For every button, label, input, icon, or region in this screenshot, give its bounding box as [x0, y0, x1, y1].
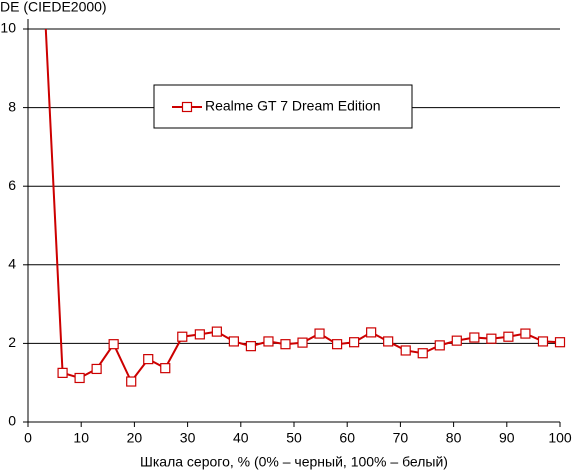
marker — [349, 337, 360, 348]
marker — [503, 331, 514, 342]
x-tick-label: 60 — [339, 430, 355, 446]
marker — [537, 336, 549, 347]
y-tick-label: 4 — [8, 256, 16, 272]
marker — [400, 345, 411, 356]
x-tick-label: 100 — [548, 430, 572, 446]
marker — [126, 376, 137, 387]
marker — [469, 332, 480, 343]
marker — [263, 336, 274, 347]
marker — [177, 331, 188, 342]
marker — [108, 339, 119, 350]
marker — [383, 336, 394, 347]
marker — [417, 348, 428, 359]
marker — [366, 327, 377, 338]
line — [44, 29, 561, 384]
y-tick-label: 8 — [8, 98, 16, 114]
marker — [554, 337, 566, 348]
x-tick-label: 90 — [499, 430, 515, 446]
marker — [74, 372, 85, 384]
plot — [44, 29, 566, 387]
x-tick-label: 40 — [233, 430, 249, 446]
chart-title: DE (CIEDE2000) — [0, 0, 107, 15]
x-tick-label: 70 — [393, 430, 409, 446]
legend-marker — [181, 101, 193, 113]
marker — [297, 337, 308, 348]
x-tick-label: 50 — [286, 430, 302, 446]
marker — [228, 336, 239, 347]
marker — [280, 339, 291, 350]
marker — [486, 333, 497, 344]
marker — [91, 363, 102, 375]
marker — [194, 329, 205, 340]
x-axis-label: Шкала серого, % (0% – черный, 100% – бел… — [140, 454, 448, 470]
marker — [57, 367, 68, 378]
x-tick-label: 20 — [127, 430, 143, 446]
marker — [434, 340, 445, 351]
marker — [160, 363, 171, 374]
marker — [143, 354, 154, 365]
marker — [245, 341, 257, 352]
x-tick-label: 30 — [180, 430, 196, 446]
marker — [331, 339, 343, 350]
x-tick-label: 10 — [73, 430, 89, 446]
marker — [451, 335, 462, 346]
y-tick-label: 10 — [0, 20, 16, 36]
marker — [314, 328, 325, 339]
y-tick-label: 6 — [8, 177, 16, 193]
x-tick-label: 80 — [446, 430, 462, 446]
marker — [520, 328, 531, 339]
x-tick-label: 0 — [24, 430, 32, 446]
marker — [211, 326, 222, 337]
legend-label: Realme GT 7 Dream Edition — [205, 98, 381, 114]
y-tick-label: 2 — [8, 334, 16, 350]
y-tick-label: 0 — [8, 413, 16, 429]
